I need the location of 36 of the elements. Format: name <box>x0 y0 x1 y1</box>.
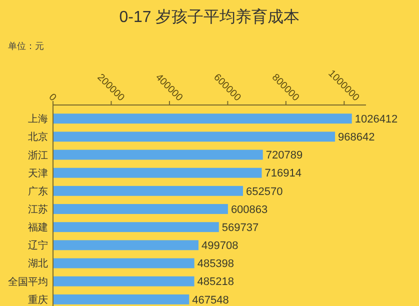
data-label: 716914 <box>264 168 302 180</box>
data-label: 485218 <box>197 276 234 288</box>
x-tick-label: 0 <box>46 92 58 104</box>
y-tick-label: 浙江 <box>28 149 48 162</box>
chart-title: 0-17 岁孩子平均养育成本 <box>119 8 300 26</box>
bar <box>53 132 336 142</box>
bar <box>53 258 194 268</box>
bar <box>53 186 244 196</box>
bar <box>53 222 219 232</box>
bar <box>53 240 198 250</box>
y-tick-label: 重庆 <box>28 294 48 306</box>
y-tick-label: 上海 <box>28 113 48 126</box>
data-label: 569737 <box>222 222 259 234</box>
data-label: 467548 <box>192 294 229 306</box>
bar <box>53 114 352 124</box>
data-label: 968642 <box>338 132 375 144</box>
data-label: 720789 <box>266 150 303 162</box>
y-tick-label: 全国平均 <box>8 276 48 288</box>
data-label: 499708 <box>201 240 238 252</box>
y-tick-label: 湖北 <box>28 258 48 270</box>
y-tick-label: 福建 <box>28 222 48 234</box>
data-label: 600863 <box>230 204 268 216</box>
bar <box>53 204 228 214</box>
bar <box>53 150 263 160</box>
bar <box>53 276 194 286</box>
data-label: 1026412 <box>354 113 398 126</box>
data-label: 485398 <box>197 258 234 270</box>
y-tick-label: 天津 <box>28 167 48 180</box>
chart-subtitle: 单位：元 <box>8 41 44 51</box>
y-tick-label: 北京 <box>28 131 48 144</box>
bar <box>53 294 190 304</box>
data-label: 652570 <box>246 186 283 198</box>
bar <box>53 168 262 178</box>
y-tick-label: 广东 <box>28 185 48 198</box>
y-tick-label: 辽宁 <box>28 240 48 252</box>
y-tick-label: 江苏 <box>28 204 48 216</box>
